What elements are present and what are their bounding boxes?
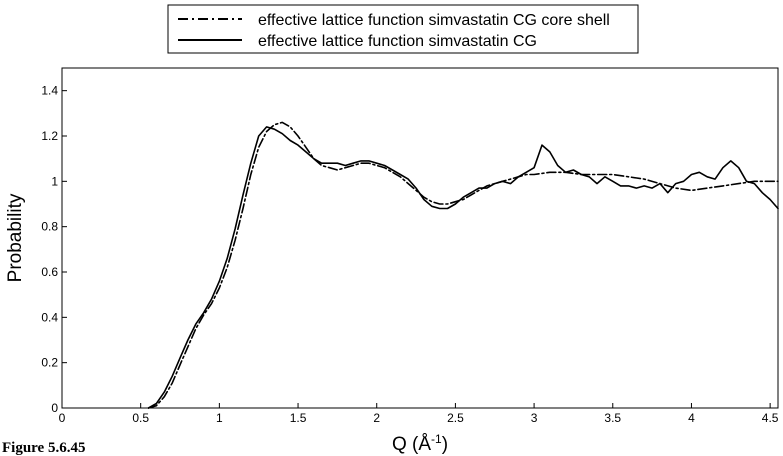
x-tick-label: 3.5 [604,411,621,425]
y-tick-label: 1.4 [41,84,58,98]
series-line-cg [147,126,779,409]
plot-area [61,67,779,409]
x-axis: 0 0.5 1 1.5 2 2.5 3 3.5 4 4.5 [59,403,779,425]
y-tick-label: 0.4 [41,310,58,324]
y-tick-label: 1 [51,174,58,188]
y-tick-label: 1.2 [41,129,58,143]
x-tick-label: 4.5 [762,411,779,425]
x-axis-title: Q (Å-1) [392,432,448,455]
x-axis-title-superscript: -1 [431,432,442,446]
y-axis: 0 0.2 0.4 0.6 0.8 1 1.2 1.4 [41,84,67,415]
legend: effective lattice function simvastatin C… [167,4,639,54]
y-tick-label: 0.8 [41,220,58,234]
y-tick-label: 0.2 [41,356,58,370]
x-tick-label: 3 [531,411,538,425]
y-axis-title: Probability [5,193,26,282]
x-axis-title-main: Q (Å [392,434,431,455]
x-tick-label: 2.5 [447,411,464,425]
legend-label-core-shell: effective lattice function simvastatin C… [258,12,610,29]
x-tick-label: 0.5 [132,411,149,425]
figure-caption: Figure 5.6.45 [2,440,85,456]
x-tick-label: 4 [688,411,695,425]
series-layer [147,121,779,409]
x-axis-title-close: ) [442,434,448,455]
x-tick-label: 0 [59,411,66,425]
legend-box [167,4,639,54]
x-tick-label: 2 [373,411,380,425]
legend-label-cg: effective lattice function simvastatin C… [258,33,537,50]
y-tick-label: 0 [51,401,58,415]
x-tick-label: 1 [216,411,223,425]
x-tick-label: 1.5 [290,411,307,425]
series-line-core-shell [147,121,779,409]
y-tick-label: 0.6 [41,265,58,279]
